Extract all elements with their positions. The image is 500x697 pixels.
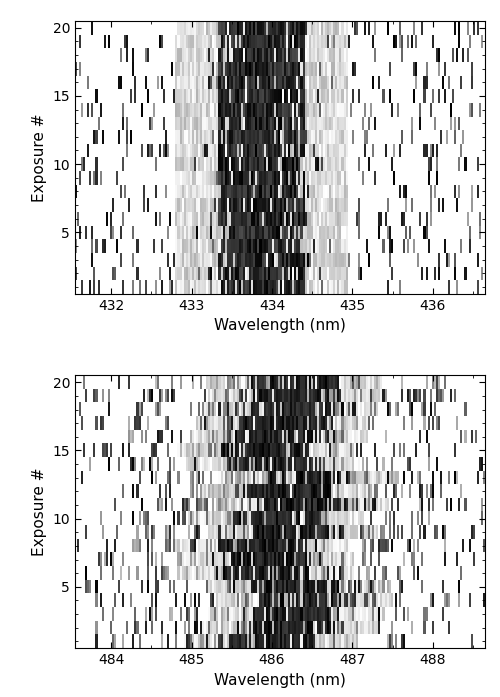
Y-axis label: Exposure #: Exposure # — [32, 113, 47, 201]
X-axis label: Wavelength (nm): Wavelength (nm) — [214, 673, 346, 688]
Y-axis label: Exposure #: Exposure # — [32, 468, 47, 556]
X-axis label: Wavelength (nm): Wavelength (nm) — [214, 318, 346, 333]
